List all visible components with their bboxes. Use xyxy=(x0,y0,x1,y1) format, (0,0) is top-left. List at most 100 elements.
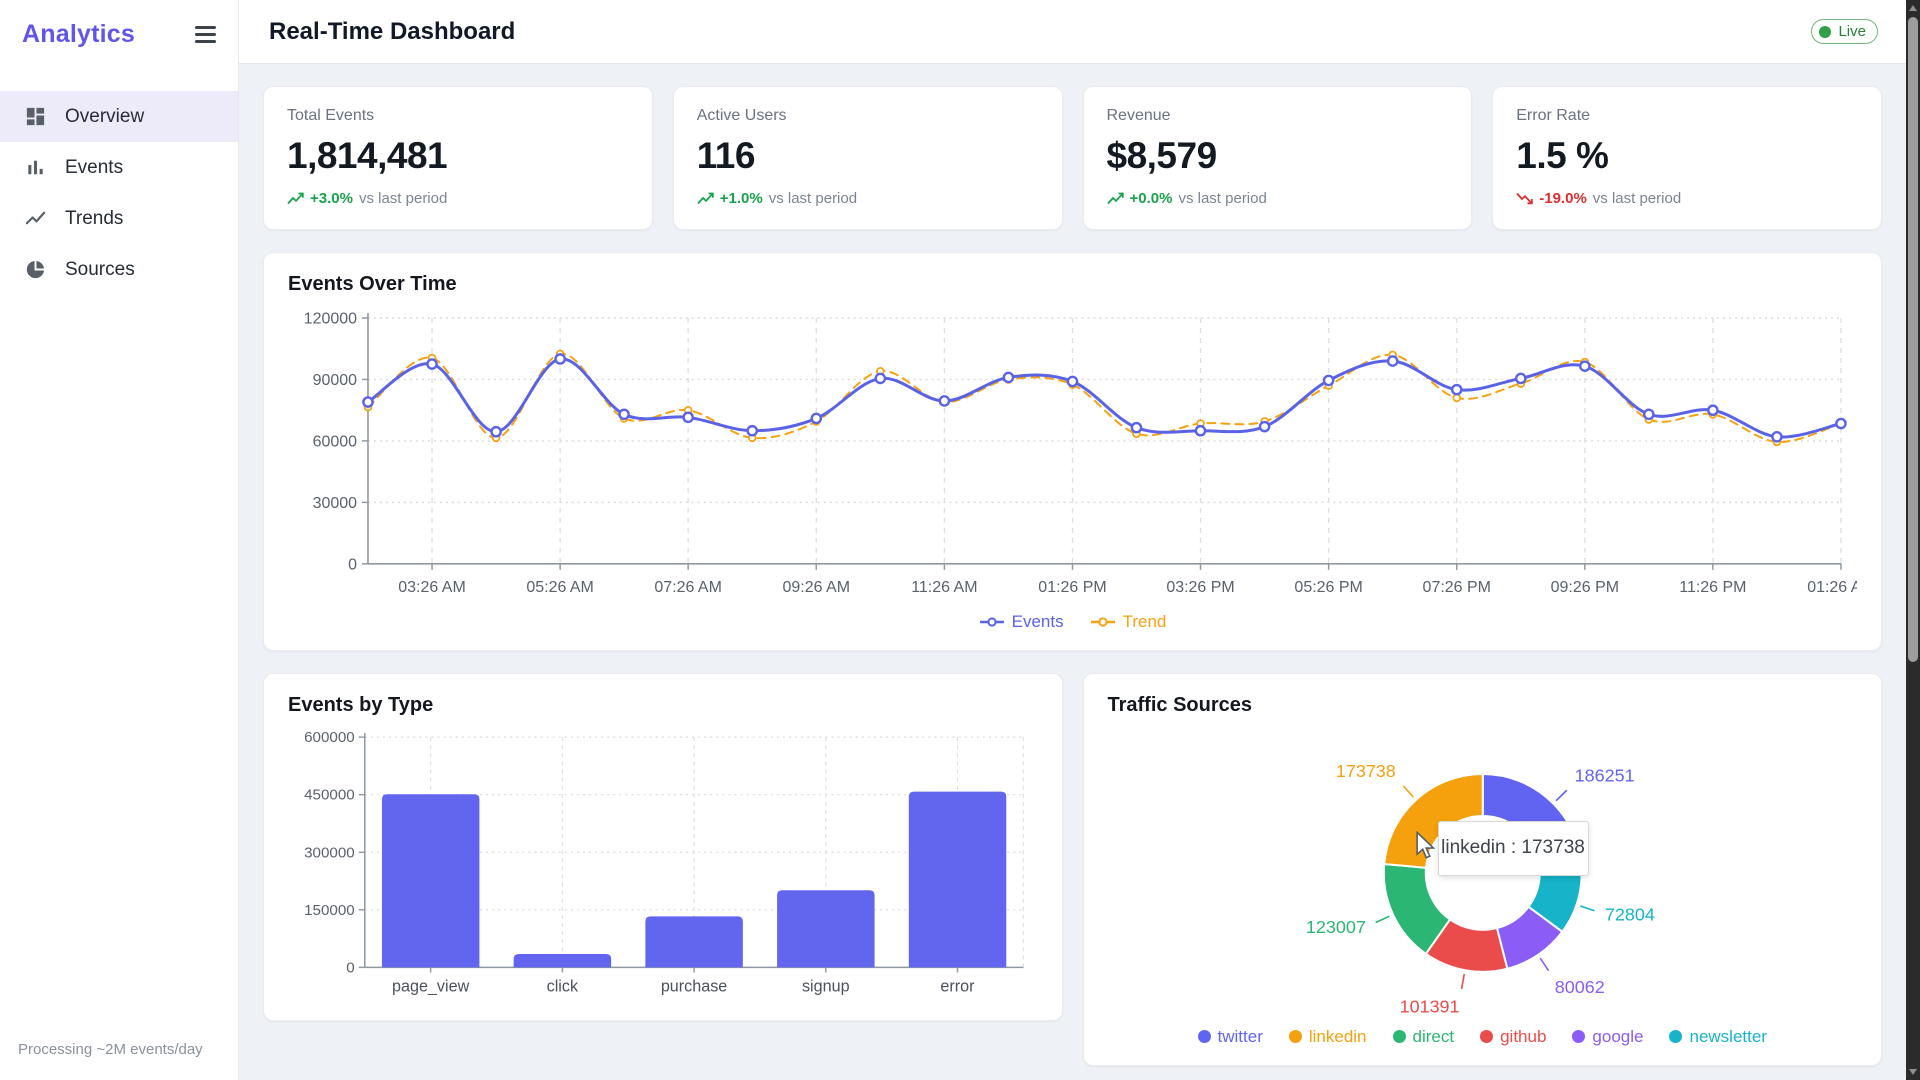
svg-text:120000: 120000 xyxy=(304,310,357,327)
scrollbar-thumb[interactable] xyxy=(1908,17,1918,662)
bar-signup xyxy=(777,890,875,968)
slice-value-label: 101391 xyxy=(1399,997,1459,1017)
svg-text:450000: 450000 xyxy=(304,787,355,804)
events-over-time-chart[interactable]: 0 30000 60000 90000 120000 03:26 AM 05:26 AM 07… xyxy=(288,306,1857,608)
svg-text:11:26 PM: 11:26 PM xyxy=(1679,579,1746,596)
legend-label: twitter xyxy=(1217,1026,1263,1046)
legend-item-trend[interactable]: Trend xyxy=(1090,612,1166,632)
trend-up-icon xyxy=(697,192,714,205)
slice-linkedin xyxy=(1382,772,1484,869)
svg-text:03:26 PM: 03:26 PM xyxy=(1166,579,1234,596)
svg-text:01:26 AM: 01:26 AM xyxy=(1807,579,1857,596)
scrollbar-up-arrow[interactable] xyxy=(1909,5,1917,11)
legend-label: Events xyxy=(1011,611,1064,631)
stat-card-total-events: Total Events 1,814,481 +3.0% vs last period xyxy=(263,86,653,230)
grid-icon xyxy=(24,105,47,128)
live-dot-icon xyxy=(1819,25,1832,38)
stat-delta: -19.0% vs last period xyxy=(1516,190,1858,207)
stat-delta-note: vs last period xyxy=(358,190,448,207)
svg-text:0: 0 xyxy=(348,556,357,573)
stat-label: Revenue xyxy=(1106,107,1171,124)
svg-text:09:26 PM: 09:26 PM xyxy=(1551,579,1619,596)
svg-text:signup: signup xyxy=(802,977,850,995)
stat-card-active-users: Active Users 116 +1.0% vs last period xyxy=(672,86,1063,230)
traffic-sources-chart[interactable]: 186251 72804 80062 101391 123007 173738 xyxy=(1108,727,1858,1023)
processing-note: Processing ~2M events/day xyxy=(18,1041,203,1058)
legend-dot-icon xyxy=(1572,1030,1586,1044)
bar-click xyxy=(513,953,612,968)
legend-item-newsletter[interactable]: newsletter xyxy=(1669,1027,1767,1047)
stat-value: $8,579 xyxy=(1106,135,1218,176)
stat-label: Error Rate xyxy=(1516,107,1591,124)
sidebar-item-label: Trends xyxy=(65,207,124,229)
svg-text:60000: 60000 xyxy=(313,433,358,450)
brand-logo[interactable]: Analytics xyxy=(22,20,135,48)
svg-text:600000: 600000 xyxy=(304,729,355,746)
trend-up-icon xyxy=(1106,192,1124,205)
tooltip-text: linkedin : 173738 xyxy=(1441,837,1585,859)
legend-item-events[interactable]: Events xyxy=(979,612,1064,632)
scrollbar[interactable] xyxy=(1906,0,1920,1080)
donut-chart-legend: twitter linkedin direct github google newslet… xyxy=(1108,1027,1858,1051)
line-chart-legend: Events Trend xyxy=(288,612,1857,636)
stat-value: 1.5 % xyxy=(1516,135,1609,176)
legend-dot-icon xyxy=(1392,1030,1406,1044)
legend-dot-icon xyxy=(1669,1030,1683,1044)
legend-item-direct[interactable]: direct xyxy=(1392,1027,1454,1047)
sidebar-item-trends[interactable]: Trends xyxy=(0,193,238,244)
main-area: Real-Time Dashboard Live Total Events 1,8… xyxy=(239,0,1906,1080)
sidebar-item-label: Events xyxy=(65,156,124,178)
svg-text:0: 0 xyxy=(346,959,354,976)
svg-text:150000: 150000 xyxy=(304,902,355,919)
stat-label: Total Events xyxy=(287,107,375,124)
content: Total Events 1,814,481 +3.0% vs last period… xyxy=(239,64,1906,1080)
svg-text:error: error xyxy=(940,977,975,995)
stat-value: 116 xyxy=(696,135,756,176)
stat-delta-value: -19.0% xyxy=(1539,190,1587,207)
svg-text:300000: 300000 xyxy=(304,844,355,861)
stat-delta: +3.0% vs last period xyxy=(287,190,629,207)
stat-delta: +0.0% vs last period xyxy=(1106,190,1449,207)
stat-delta-note: vs last period xyxy=(1592,190,1682,207)
bar-page-view xyxy=(381,794,480,968)
legend-dot-icon xyxy=(1288,1030,1302,1044)
legend-dot-icon xyxy=(1480,1030,1494,1044)
legend-item-google[interactable]: google xyxy=(1572,1027,1643,1047)
legend-label: google xyxy=(1592,1026,1644,1046)
hamburger-menu-button[interactable] xyxy=(193,22,218,47)
pie-icon xyxy=(24,258,47,281)
page-title: Real-Time Dashboard xyxy=(269,17,516,45)
svg-text:page_view: page_view xyxy=(392,977,470,995)
events-over-time-card: Events Over Time 0 30000 60000 90000 120000 0… xyxy=(263,252,1882,651)
svg-text:05:26 PM: 05:26 PM xyxy=(1294,579,1362,596)
donut-chart-title: Traffic Sources xyxy=(1107,693,1253,716)
legend-item-github[interactable]: github xyxy=(1480,1027,1546,1047)
bar-error xyxy=(908,791,1007,968)
mouse-cursor-icon xyxy=(1415,830,1435,859)
live-label: Live xyxy=(1838,23,1866,40)
sidebar-item-overview[interactable]: Overview xyxy=(0,91,238,142)
sidebar-item-label: Sources xyxy=(65,258,135,280)
traffic-sources-card: Traffic Sources 186251 72804 80062 101391 12… xyxy=(1082,672,1882,1066)
chart-tooltip: linkedin : 173738 xyxy=(1437,820,1589,876)
scrollbar-down-arrow[interactable] xyxy=(1909,1069,1917,1075)
line-chart-title: Events Over Time xyxy=(288,273,457,295)
events-by-type-chart[interactable]: 0 150000 300000 450000 600000 page_view click p… xyxy=(288,727,1038,1006)
bottom-charts-row: Events by Type 0 150000 300000 450000 600000… xyxy=(263,672,1882,1066)
legend-item-linkedin[interactable]: linkedin xyxy=(1288,1026,1367,1047)
hamburger-icon xyxy=(195,26,216,29)
bar-chart-title: Events by Type xyxy=(288,693,434,716)
legend-item-twitter[interactable]: twitter xyxy=(1197,1026,1263,1047)
sidebar-nav: Overview Events Trends Sources xyxy=(0,91,238,295)
legend-line-marker-icon xyxy=(1090,617,1115,627)
stat-delta-value: +1.0% xyxy=(719,190,763,207)
sidebar-item-sources[interactable]: Sources xyxy=(0,244,238,295)
legend-dot-icon xyxy=(1197,1030,1211,1044)
sidebar-item-events[interactable]: Events xyxy=(0,142,238,193)
stat-cards-row: Total Events 1,814,481 +3.0% vs last period… xyxy=(263,86,1882,230)
legend-label: linkedin xyxy=(1308,1026,1367,1046)
svg-text:30000: 30000 xyxy=(313,495,358,512)
stat-value: 1,814,481 xyxy=(287,135,448,176)
events-by-type-card: Events by Type 0 150000 300000 450000 600000… xyxy=(263,672,1063,1021)
